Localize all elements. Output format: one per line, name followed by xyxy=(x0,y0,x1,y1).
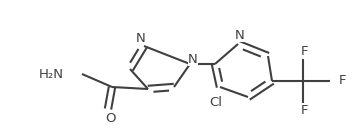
Text: F: F xyxy=(301,104,309,116)
Text: O: O xyxy=(105,112,115,126)
Text: N: N xyxy=(188,53,198,65)
Text: F: F xyxy=(301,44,309,58)
Text: Cl: Cl xyxy=(210,96,222,110)
Text: F: F xyxy=(338,75,346,87)
Text: N: N xyxy=(235,28,245,42)
Text: H₂N: H₂N xyxy=(39,68,64,80)
Text: N: N xyxy=(136,32,146,44)
